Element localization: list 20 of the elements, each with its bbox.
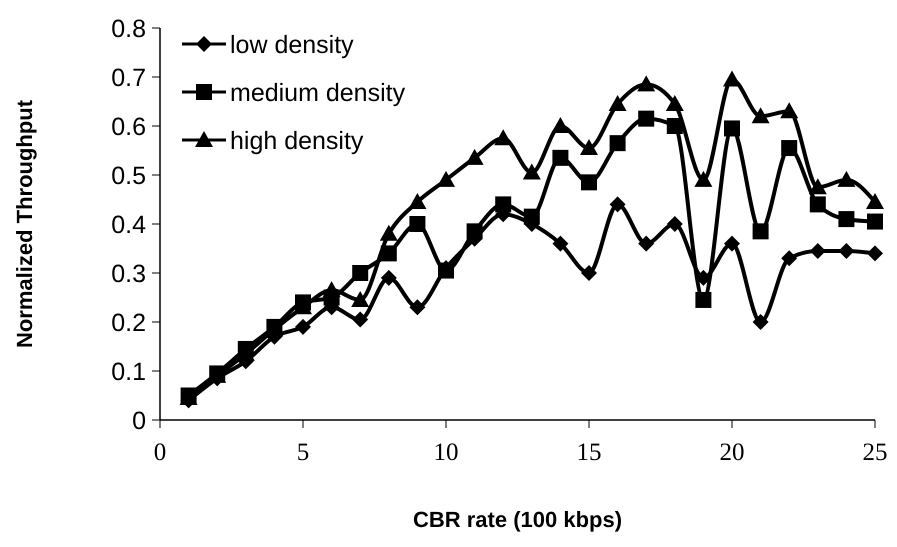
y-axis-title: Normalized Throughput <box>12 99 37 348</box>
y-tick-label: 0.2 <box>111 308 146 337</box>
legend-label: low density <box>230 30 354 59</box>
y-tick-label: 0.3 <box>111 260 146 288</box>
y-tick-label: 0.8 <box>111 14 146 43</box>
x-axis-title: CBR rate (100 kbps) <box>412 507 622 532</box>
x-tick-label: 10 <box>434 439 458 466</box>
y-tick-label: 0.5 <box>111 162 146 190</box>
legend-label: medium density <box>230 78 406 107</box>
y-tick-label: 0 <box>132 406 146 435</box>
x-tick-label: 0 <box>154 439 166 466</box>
x-tick-label: 5 <box>296 439 310 466</box>
x-tick-label: 20 <box>720 439 744 466</box>
y-tick-label: 0.1 <box>111 358 146 386</box>
x-tick-label: 15 <box>576 439 602 466</box>
legend-label: high density <box>230 126 364 155</box>
y-tick-label: 0.4 <box>111 210 146 239</box>
x-tick-label: 25 <box>862 439 888 466</box>
y-tick-label: 0.7 <box>111 64 146 92</box>
y-tick-label: 0.6 <box>111 112 146 141</box>
